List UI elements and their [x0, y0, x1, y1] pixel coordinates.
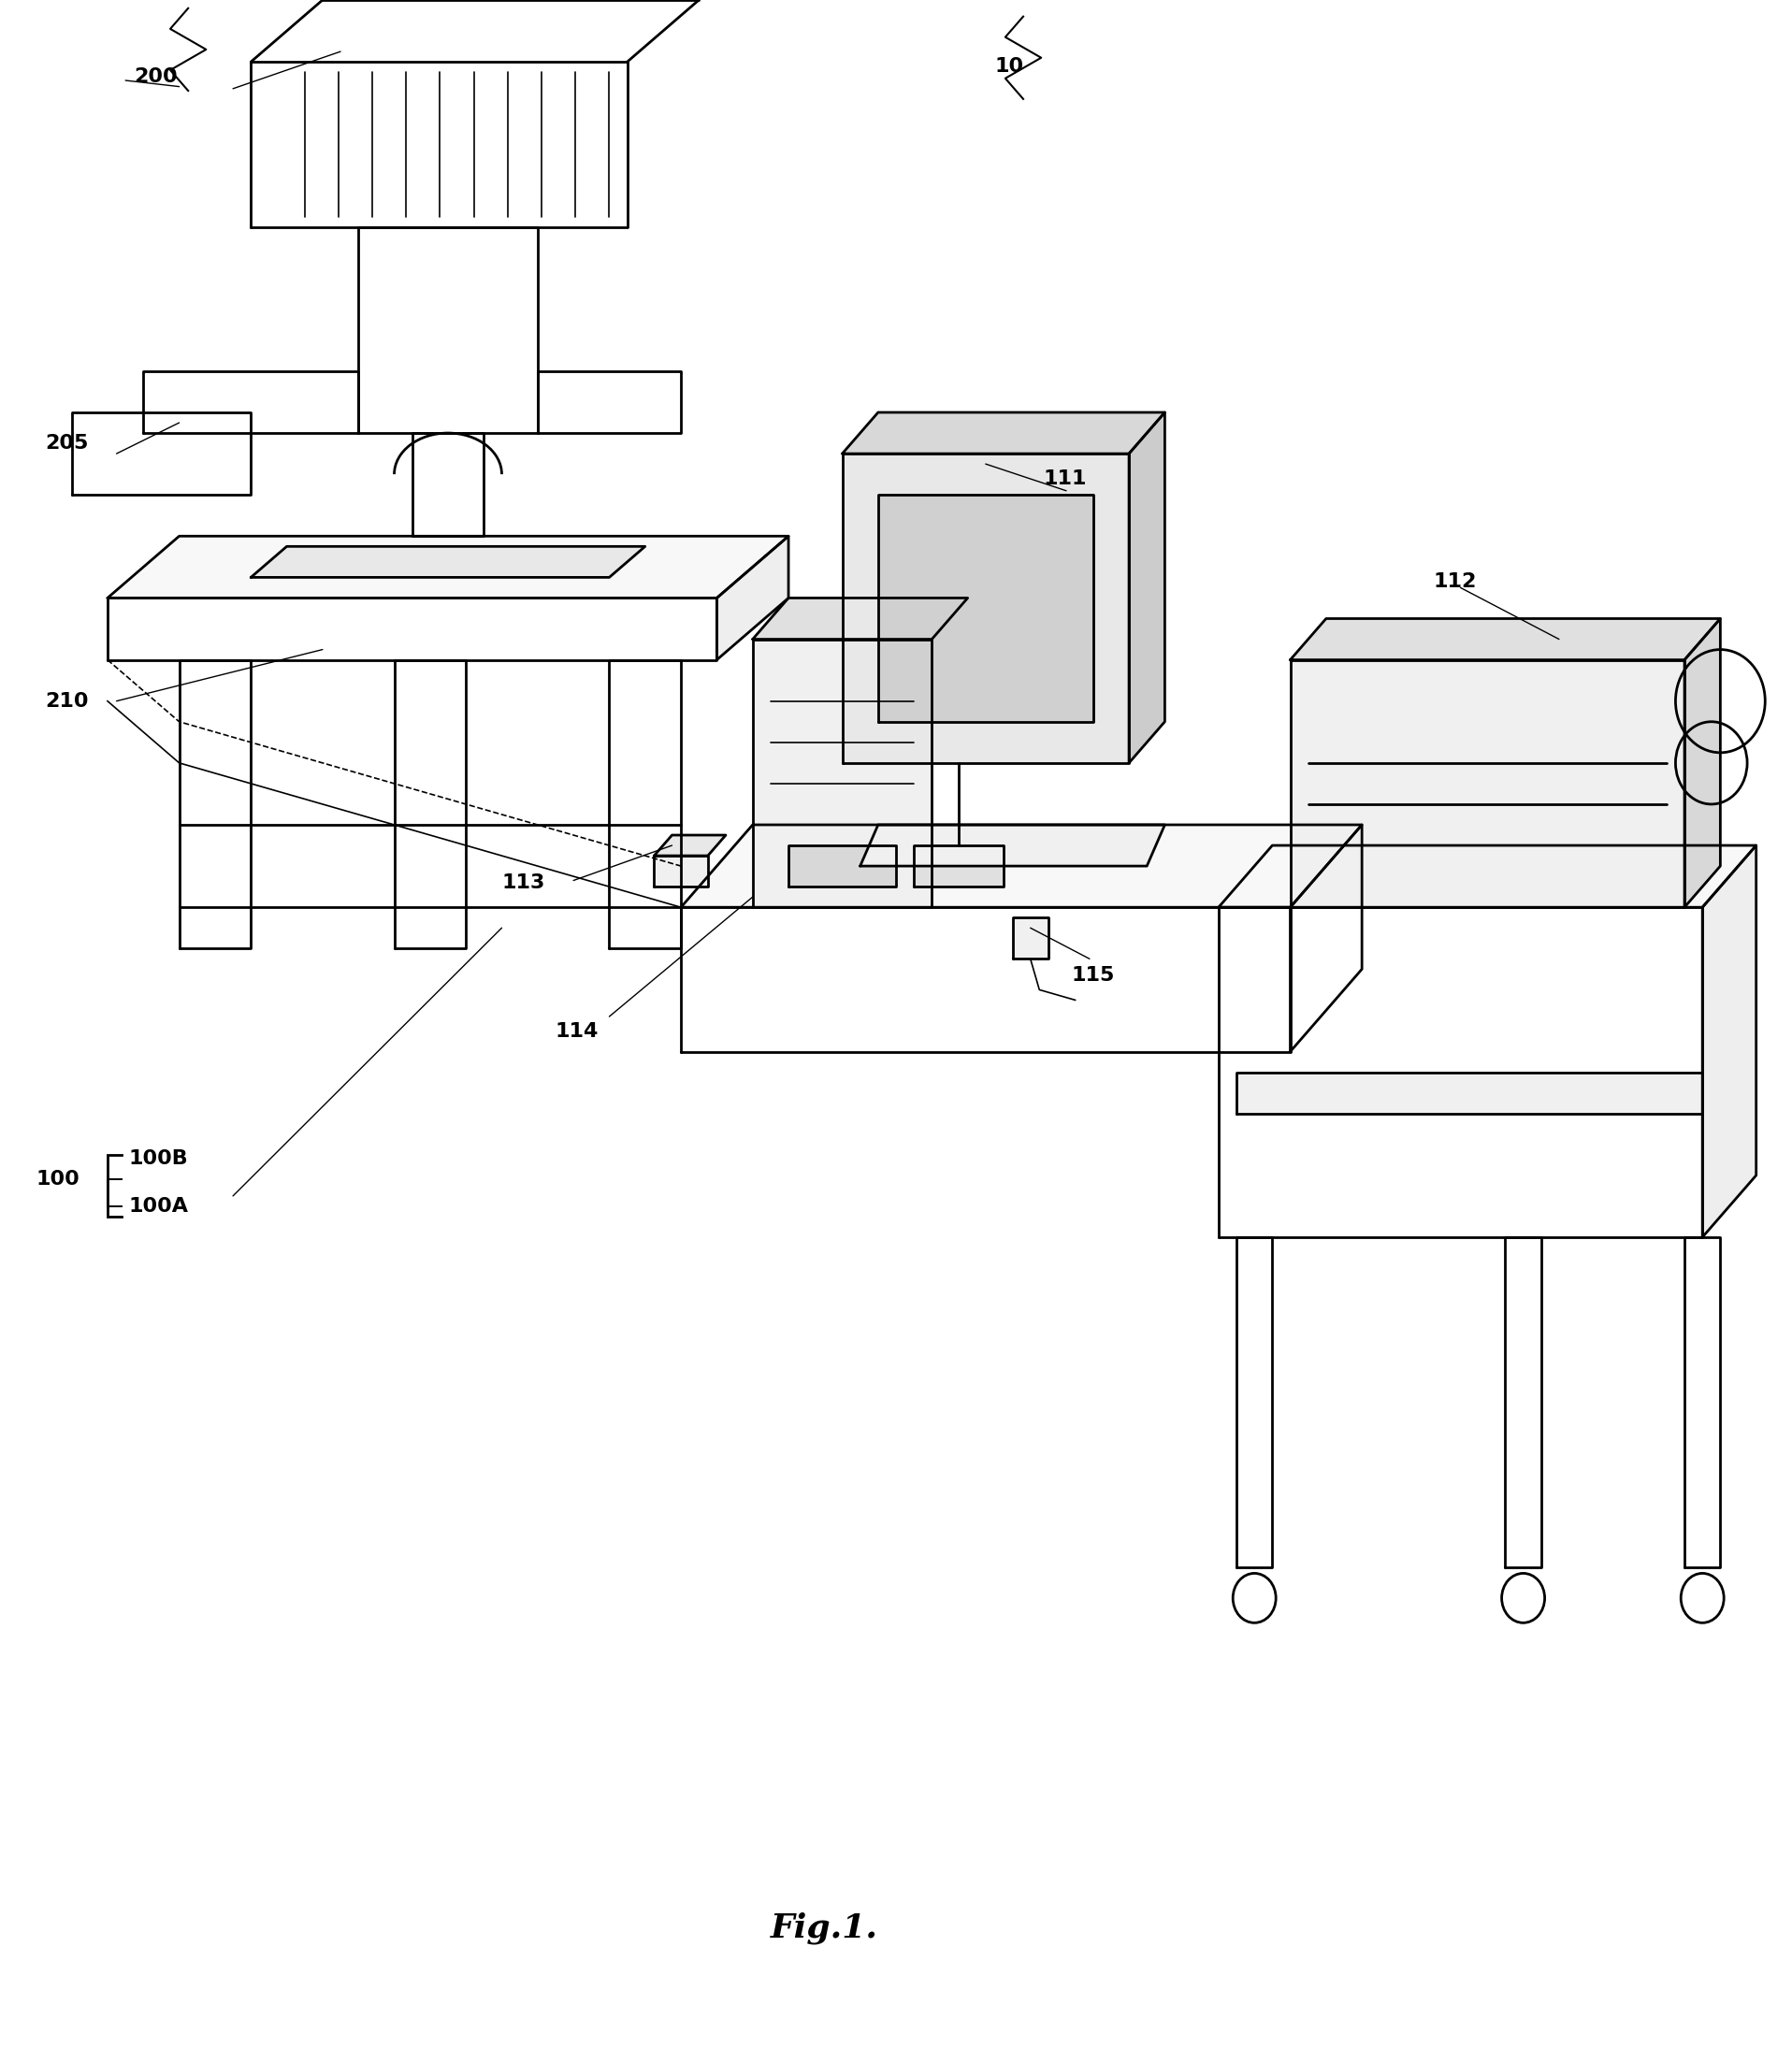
Polygon shape: [1219, 845, 1756, 907]
Polygon shape: [654, 835, 726, 856]
Text: 100: 100: [36, 1169, 79, 1190]
Polygon shape: [394, 660, 466, 949]
Text: 205: 205: [45, 433, 88, 454]
Polygon shape: [251, 546, 645, 577]
Polygon shape: [842, 454, 1129, 763]
Polygon shape: [788, 845, 896, 887]
Polygon shape: [1684, 1237, 1720, 1567]
Polygon shape: [1236, 1237, 1272, 1567]
Text: 111: 111: [1043, 468, 1086, 489]
Polygon shape: [358, 227, 538, 433]
Text: 100B: 100B: [129, 1149, 188, 1169]
Text: 210: 210: [45, 691, 88, 711]
Polygon shape: [1290, 619, 1720, 660]
Polygon shape: [72, 412, 251, 495]
Polygon shape: [108, 598, 717, 660]
Polygon shape: [860, 825, 1165, 866]
Polygon shape: [1012, 918, 1048, 959]
Text: 10: 10: [995, 56, 1023, 76]
Polygon shape: [1290, 825, 1362, 1052]
Polygon shape: [878, 495, 1093, 722]
Text: 200: 200: [134, 66, 177, 87]
Polygon shape: [753, 639, 932, 907]
Polygon shape: [717, 536, 788, 660]
Polygon shape: [681, 825, 1362, 907]
Polygon shape: [842, 412, 1165, 454]
Polygon shape: [1236, 1072, 1702, 1113]
Polygon shape: [914, 845, 1004, 887]
Polygon shape: [1219, 907, 1702, 1237]
Text: 115: 115: [1072, 965, 1115, 986]
Text: 100A: 100A: [129, 1196, 188, 1217]
Polygon shape: [538, 371, 681, 433]
Polygon shape: [412, 433, 484, 536]
Polygon shape: [179, 660, 251, 949]
Text: 112: 112: [1434, 571, 1477, 592]
Text: 114: 114: [556, 1021, 599, 1041]
Polygon shape: [681, 907, 1290, 1052]
Polygon shape: [108, 536, 788, 598]
Polygon shape: [609, 660, 681, 949]
Polygon shape: [1505, 1237, 1541, 1567]
Polygon shape: [1702, 845, 1756, 1237]
Polygon shape: [1129, 412, 1165, 763]
Text: Fig.1.: Fig.1.: [771, 1911, 878, 1944]
Polygon shape: [143, 371, 358, 433]
Polygon shape: [654, 856, 708, 887]
Polygon shape: [753, 598, 968, 639]
Polygon shape: [1290, 660, 1684, 907]
Text: 113: 113: [502, 872, 545, 893]
Polygon shape: [251, 62, 627, 227]
Polygon shape: [1684, 619, 1720, 907]
